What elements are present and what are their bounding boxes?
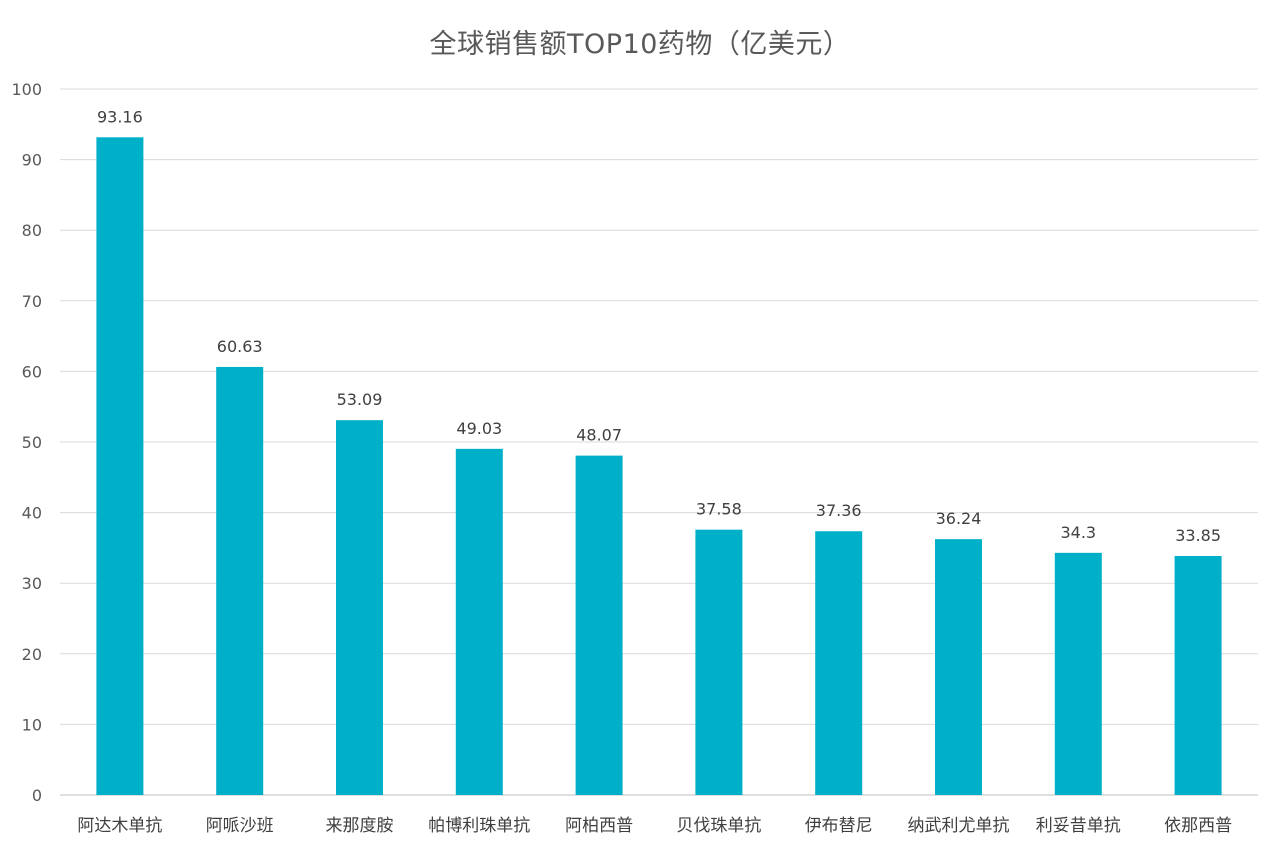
y-tick-label: 60: [22, 362, 42, 381]
bar: [216, 366, 264, 795]
x-category-label: 来那度胺: [326, 816, 394, 836]
bar: [1054, 552, 1102, 795]
x-category-label: 阿达木单抗: [77, 816, 162, 836]
x-category-label: 阿哌沙班: [206, 816, 274, 836]
bar: [455, 448, 503, 795]
y-axis-ticks: 0 10 20 30 40 50 60 70 80 90 100: [11, 80, 42, 805]
bars: [96, 137, 1222, 795]
x-category-label: 依那西普: [1164, 816, 1232, 836]
bar-value-label: 60.63: [217, 337, 263, 356]
bar: [575, 455, 623, 795]
bar-value-label: 33.85: [1175, 526, 1221, 545]
y-tick-label: 0: [32, 786, 42, 805]
y-tick-label: 20: [22, 645, 42, 664]
bar: [695, 529, 743, 795]
y-tick-label: 100: [11, 80, 42, 99]
bar-value-label: 36.24: [936, 509, 982, 528]
x-category-label: 利妥昔单抗: [1036, 816, 1121, 836]
x-axis-categories: 阿达木单抗 阿哌沙班 来那度胺 帕博利珠单抗 阿柏西普 贝伐珠单抗 伊布替尼 纳武利尤单抗 利妥…: [77, 816, 1232, 836]
y-tick-label: 10: [22, 715, 42, 734]
bar-value-label: 37.36: [816, 501, 862, 520]
bar: [336, 420, 383, 795]
data-labels: 93.16 60.63 53.09 49.03 48.07 37.58 37.36 36.24…: [97, 107, 1221, 545]
x-category-label: 伊布替尼: [805, 816, 873, 836]
bar-value-label: 49.03: [456, 419, 502, 438]
x-category-label: 帕博利珠单抗: [428, 816, 530, 836]
bar-value-label: 93.16: [97, 107, 143, 126]
y-tick-label: 70: [22, 292, 42, 311]
y-tick-label: 80: [22, 221, 42, 240]
x-category-label: 阿柏西普: [565, 816, 633, 836]
y-tick-label: 90: [22, 151, 42, 170]
bar-value-label: 53.09: [337, 390, 383, 409]
y-tick-label: 30: [22, 574, 42, 593]
x-category-label: 纳武利尤单抗: [908, 816, 1010, 836]
bar-value-label: 37.58: [696, 500, 742, 519]
x-category-label: 贝伐珠单抗: [676, 816, 761, 836]
bar: [96, 137, 144, 795]
bar-value-label: 34.3: [1060, 523, 1096, 542]
y-tick-label: 50: [22, 433, 42, 452]
bar: [935, 539, 982, 795]
bar: [815, 531, 863, 795]
chart-title: 全球销售额TOP10药物（亿美元）: [429, 29, 851, 60]
bar: [1174, 556, 1222, 795]
bar-value-label: 48.07: [576, 426, 622, 445]
y-tick-label: 40: [22, 504, 42, 523]
